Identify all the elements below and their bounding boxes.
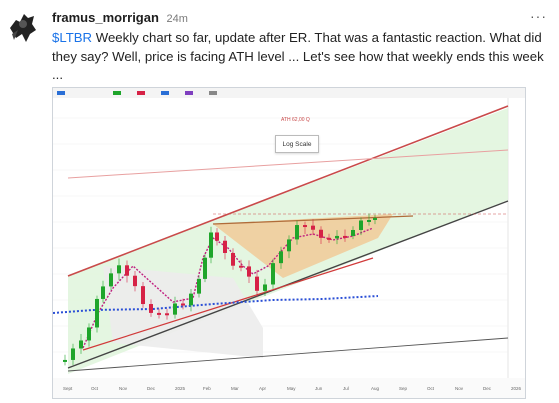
candle-body: [239, 265, 243, 268]
timestamp: 24m: [166, 13, 188, 25]
candle-body: [263, 284, 267, 291]
x-axis: Sept Oct Nov Dec 2025 Feb Mar Apr May Jun Jul Aug Se…: [63, 386, 522, 391]
message-body: Weekly chart so far, update after ER. Th…: [52, 30, 544, 82]
candle-body: [133, 275, 137, 287]
ticker-link[interactable]: $LTBR: [52, 30, 93, 45]
x-tick-label: 2026: [511, 386, 522, 391]
candle-body: [295, 225, 299, 240]
x-tick-label: Jun: [315, 386, 323, 391]
resistance-triangle: [213, 214, 393, 278]
x-tick-label: Sep: [399, 386, 408, 391]
candle-body: [181, 303, 185, 306]
candle-body: [197, 278, 201, 294]
candle-body: [311, 225, 315, 230]
candle-body: [343, 235, 347, 238]
log-scale-button[interactable]: Log Scale: [275, 135, 319, 153]
x-tick-label: Mar: [231, 386, 239, 391]
candle-body: [223, 240, 227, 253]
message-text: $LTBR Weekly chart so far, update after …: [52, 29, 552, 85]
candle-body: [149, 304, 153, 313]
x-tick-label: Aug: [371, 386, 380, 391]
candle-body: [373, 217, 377, 220]
x-tick-label: Dec: [147, 386, 156, 391]
channel-top-line: [67, 105, 509, 277]
candle-body: [101, 286, 105, 299]
ellipsis-icon[interactable]: ···: [530, 8, 547, 24]
candle-body: [63, 359, 67, 362]
ma-blue: [53, 295, 379, 314]
candle-body: [335, 235, 339, 239]
ath-label: ATH 62,00 Q: [281, 117, 310, 123]
x-tick-label: Dec: [483, 386, 492, 391]
candle-body: [247, 266, 251, 277]
channel-mid-line: [67, 149, 509, 179]
candle-body: [319, 229, 323, 238]
candle-body: [95, 298, 99, 328]
x-tick-label: Sept: [63, 386, 73, 391]
candle-body: [109, 273, 113, 287]
x-tick-label: May: [287, 386, 296, 391]
x-tick-label: Apr: [259, 386, 267, 391]
avatar-icon[interactable]: [6, 8, 40, 44]
candle-body: [271, 263, 275, 285]
candle-body: [231, 252, 235, 266]
candle-body: [279, 251, 283, 264]
candle-body: [71, 348, 75, 360]
candle-body: [327, 237, 331, 240]
candle-body: [173, 303, 177, 315]
candle-body: [209, 232, 213, 258]
red-trend-line: [82, 257, 374, 351]
candle-body: [165, 313, 169, 316]
candle-body: [367, 219, 371, 222]
candle-body: [157, 312, 161, 315]
candle-body: [303, 225, 307, 228]
candle-body: [117, 265, 121, 274]
candle-body: [351, 229, 355, 236]
long-trend-line: [67, 337, 509, 372]
x-tick-label: 2025: [175, 386, 186, 391]
candle-body: [125, 265, 129, 276]
candle-body: [87, 327, 91, 341]
candle-body: [189, 293, 193, 306]
x-tick-label: Nov: [119, 386, 128, 391]
candle-body: [141, 286, 145, 305]
x-tick-label: Oct: [91, 386, 99, 391]
chart-svg: ATH 62,00 Q Sept Oct Nov Dec 2025 Feb Mar Apr Ma…: [53, 88, 525, 398]
post-header: framus_morrigan 24m: [52, 10, 188, 25]
chart-toolbar: [53, 88, 525, 98]
candle-body: [79, 340, 83, 349]
candle-body: [287, 239, 291, 252]
x-tick-label: Jul: [343, 386, 349, 391]
candle-body: [359, 220, 363, 230]
candles: [63, 213, 377, 366]
x-tick-label: Oct: [427, 386, 435, 391]
candle-body: [215, 232, 219, 241]
x-tick-label: Nov: [455, 386, 464, 391]
candle-body: [203, 257, 207, 279]
ma-magenta: [82, 227, 374, 349]
username[interactable]: framus_morrigan: [52, 10, 159, 25]
chart-image[interactable]: ATH 62,00 Q Sept Oct Nov Dec 2025 Feb Mar Apr Ma…: [52, 87, 526, 399]
candle-body: [255, 276, 259, 291]
x-tick-label: Feb: [203, 386, 211, 391]
